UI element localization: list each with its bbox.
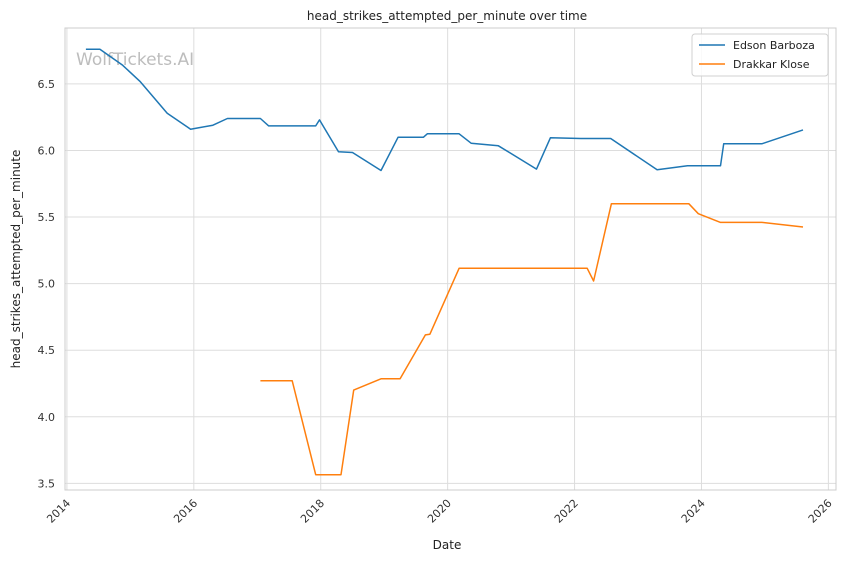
legend: Edson Barboza Drakkar Klose xyxy=(691,33,829,77)
y-tick-label: 3.5 xyxy=(38,477,56,490)
series-lines xyxy=(85,48,804,476)
y-axis-ticks: 3.5 4.0 4.5 5.0 5.5 6.0 6.5 xyxy=(38,78,56,490)
y-tick-label: 4.5 xyxy=(38,344,56,357)
y-tick-label: 6.5 xyxy=(38,78,56,91)
y-axis-label: head_strikes_attempted_per_minute xyxy=(9,150,23,369)
x-axis-label: Date xyxy=(433,538,462,552)
series-line-edson-barboza xyxy=(85,48,804,172)
series-line-drakkar-klose xyxy=(260,202,804,476)
chart-title: head_strikes_attempted_per_minute over t… xyxy=(307,9,587,23)
legend-box xyxy=(691,33,829,77)
legend-label-drakkar-klose: Drakkar Klose xyxy=(733,58,810,71)
watermark: WolfTickets.AI xyxy=(76,50,194,70)
y-tick-label: 5.5 xyxy=(38,211,56,224)
y-tick-label: 4.0 xyxy=(38,411,56,424)
y-tick-label: 5.0 xyxy=(38,278,56,291)
grid xyxy=(65,28,836,490)
y-tick-label: 6.0 xyxy=(38,144,56,157)
plot-frame xyxy=(64,27,837,491)
legend-label-edson-barboza: Edson Barboza xyxy=(733,39,815,52)
